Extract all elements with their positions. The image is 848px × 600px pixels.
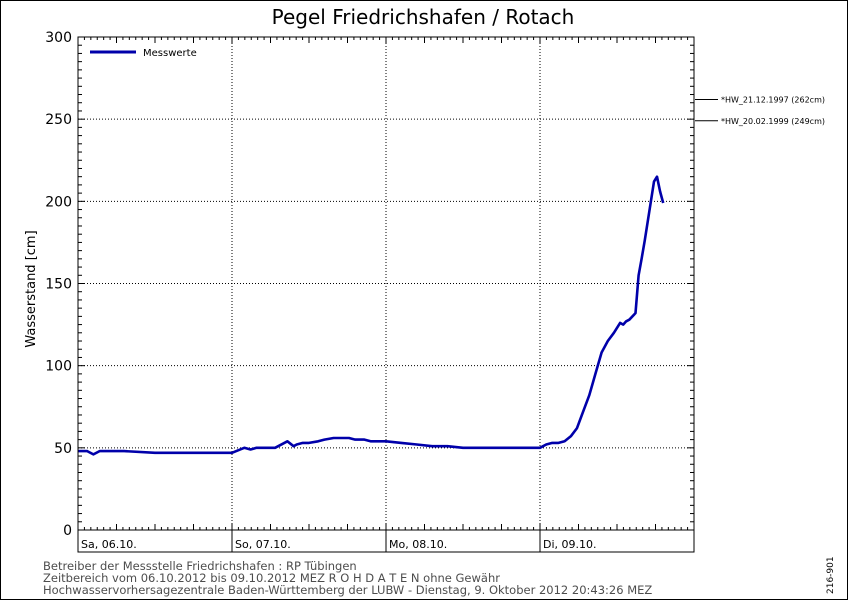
footer-operator: Betreiber der Messstelle Friedrichshafen… [43,559,357,573]
reference-label: *HW_21.12.1997 (262cm) [721,95,825,104]
y-tick-label: 250 [45,112,72,128]
legend: Messwerte [90,48,197,59]
reference-label: *HW_20.02.1999 (249cm) [721,117,825,126]
grid-lines [78,37,694,530]
y-tick-labels: 0 50 100 150 200 250 300 [45,30,72,539]
legend-label-messwerte: Messwerte [143,48,197,59]
chart-title: Pegel Friedrichshafen / Rotach [272,5,575,29]
footer-publisher: Hochwasservorhersagezentrale Baden-Württ… [43,583,653,597]
day-label: So, 07.10. [235,538,291,551]
series-line-messwerte [78,175,665,456]
reference-lines: *HW_21.12.1997 (262cm) *HW_20.02.1999 (24… [695,95,825,126]
day-axis-band: Sa, 06.10. So, 07.10. Mo, 08.10. Di, 09.10. [77,529,695,553]
y-tick-label: 300 [45,30,72,46]
y-tick-label: 50 [54,441,72,457]
day-label: Di, 09.10. [543,538,597,551]
day-label: Mo, 08.10. [389,538,447,551]
series-lines [78,175,665,456]
document-code: 216-901 [826,556,836,594]
footer-timerange: Zeitbereich vom 06.10.2012 bis 09.10.201… [43,571,500,585]
day-label: Sa, 06.10. [81,538,137,551]
y-axis-label: Wasserstand [cm] [24,230,39,347]
y-tick-label: 100 [45,359,72,375]
y-tick-label: 0 [63,523,72,539]
y-tick-label: 200 [45,194,72,210]
y-tick-label: 150 [45,277,72,293]
